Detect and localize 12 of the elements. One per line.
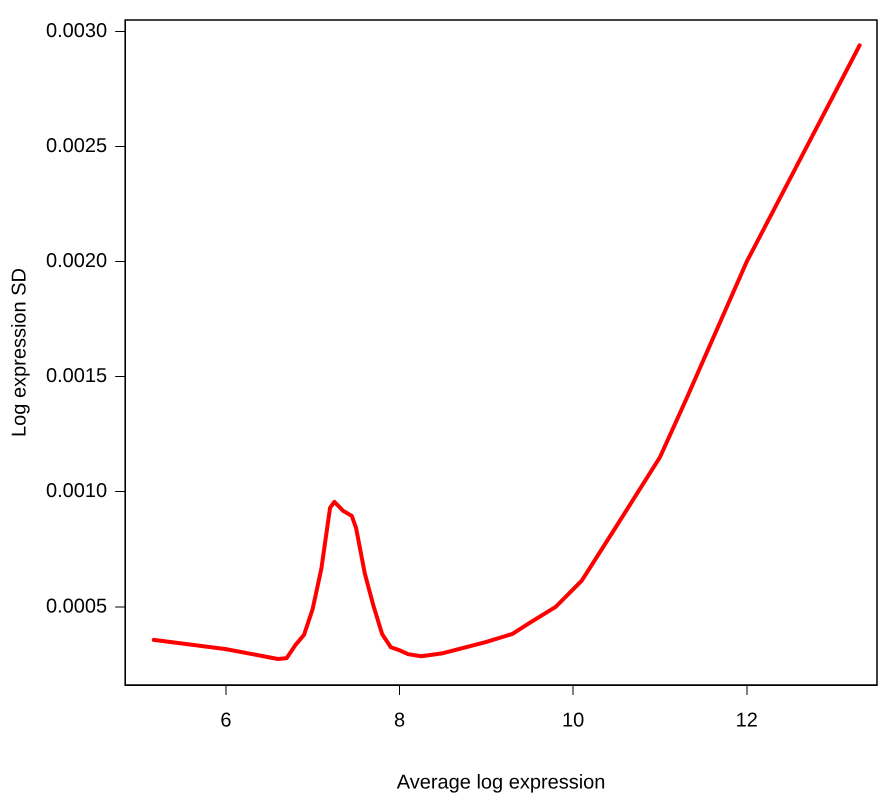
x-tick-label: 8 [394, 710, 406, 732]
x-tick-label: 12 [736, 710, 758, 732]
x-axis-title: Average log expression [396, 772, 606, 794]
y-tick-label: 0.0010 [46, 480, 108, 502]
y-tick-label: 0.0005 [46, 595, 108, 618]
x-tick-label: 10 [562, 710, 584, 732]
y-tick-label: 0.0015 [46, 365, 108, 388]
y-axis-title: Log expression SD [8, 268, 31, 437]
x-tick-label: 6 [220, 710, 232, 732]
y-tick-label: 0.0025 [46, 135, 108, 158]
y-tick-label: 0.0030 [46, 20, 108, 42]
y-tick-label: 0.0020 [46, 250, 108, 272]
